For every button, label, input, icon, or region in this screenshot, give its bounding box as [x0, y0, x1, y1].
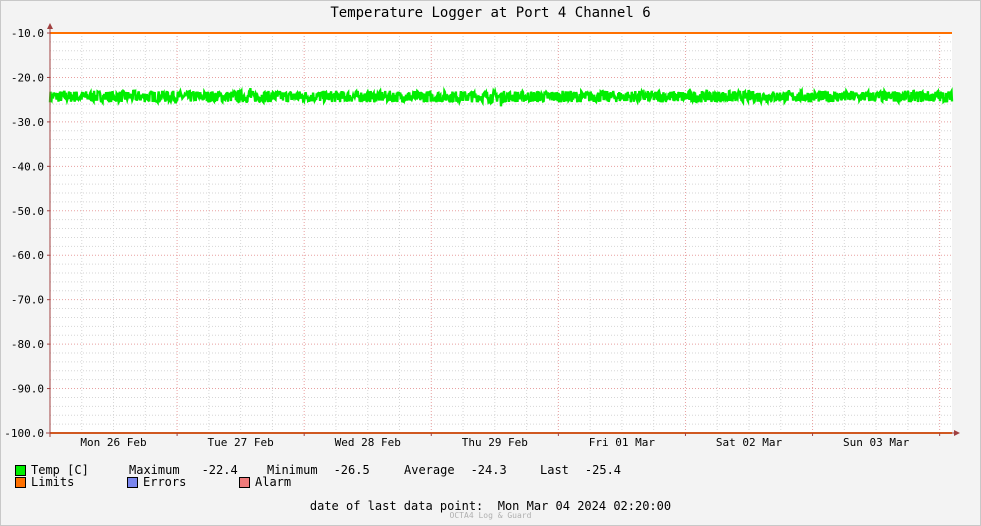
stat-average: Average -24.3	[404, 463, 540, 477]
legend-row-1: Temp [C] Maximum -22.4 Minimum -26.5 Ave…	[15, 463, 621, 477]
y-axis-ticks: -10.0 -20.0 -30.0 -40.0 -50.0 -60.0 -70.0 -80.0…	[4, 27, 50, 440]
x-tick-label: Mon 26 Feb	[80, 436, 146, 449]
chart-title: Temperature Logger at Port 4 Channel 6	[330, 5, 651, 21]
legend-item-alarm: Alarm	[239, 475, 291, 489]
y-tick-label: -30.0	[11, 116, 44, 129]
legend-temp-label: Temp [C]	[31, 463, 89, 477]
limits-swatch	[15, 476, 26, 488]
last-point-label: date of last data point:	[309, 499, 484, 513]
maximum-label: Maximum	[129, 463, 180, 477]
errors-swatch	[127, 476, 138, 488]
x-tick-label: Wed 28 Feb	[335, 436, 401, 449]
y-tick-label: -60.0	[11, 249, 44, 262]
y-tick-label: -90.0	[11, 383, 44, 396]
average-label: Average	[404, 463, 455, 477]
minimum-label: Minimum	[267, 463, 318, 477]
y-tick-label: -20.0	[11, 71, 44, 84]
x-axis-arrow	[954, 430, 960, 436]
stat-last: Last -25.4	[540, 463, 621, 477]
axes	[46, 23, 960, 437]
minimum-value: -26.5	[333, 463, 370, 477]
minor-grid	[50, 33, 952, 433]
x-tick-label: Fri 01 Mar	[589, 436, 656, 449]
legend-alarm-label: Alarm	[255, 475, 292, 489]
y-tick-label: -70.0	[11, 294, 44, 307]
last-data-point: date of last data point: Mon Mar 04 2024…	[0, 499, 981, 513]
y-tick-label: -10.0	[11, 27, 44, 40]
x-tick-label: Sat 02 Mar	[716, 436, 783, 449]
average-value: -24.3	[470, 463, 507, 477]
last-point-value: Mon Mar 04 2024 02:20:00	[497, 499, 672, 513]
y-tick-label: -50.0	[11, 205, 44, 218]
x-axis-ticks: Mon 26 Feb Tue 27 Feb Wed 28 Feb Thu 29 Feb…	[80, 436, 909, 449]
x-tick-label: Tue 27 Feb	[208, 436, 274, 449]
stat-minimum: Minimum -26.5	[267, 463, 404, 477]
legend-item-temp: Temp [C]	[15, 463, 129, 477]
y-axis-arrow	[47, 23, 53, 29]
last-label: Last	[540, 463, 569, 477]
legend-limits-label: Limits	[31, 475, 75, 489]
stat-maximum: Maximum -22.4	[129, 463, 267, 477]
y-tick-label: -80.0	[11, 338, 44, 351]
legend-errors-label: Errors	[143, 475, 187, 489]
last-value: -25.4	[584, 463, 622, 477]
legend-row-2: Limits Errors Alarm	[15, 475, 291, 489]
y-tick-label: -40.0	[11, 160, 44, 173]
legend-item-limits: Limits	[15, 475, 127, 489]
legend-item-errors: Errors	[127, 475, 239, 489]
maximum-value: -22.4	[201, 463, 238, 477]
x-tick-label: Sun 03 Mar	[843, 436, 910, 449]
temp-series-line	[48, 86, 954, 107]
series-temp	[48, 86, 954, 107]
brand-watermark: OCTA4 Log & Guard	[449, 511, 532, 520]
x-tick-label: Thu 29 Feb	[462, 436, 528, 449]
temp-swatch	[15, 464, 26, 476]
y-tick-label: -100.0	[4, 427, 44, 440]
alarm-swatch	[239, 476, 250, 488]
